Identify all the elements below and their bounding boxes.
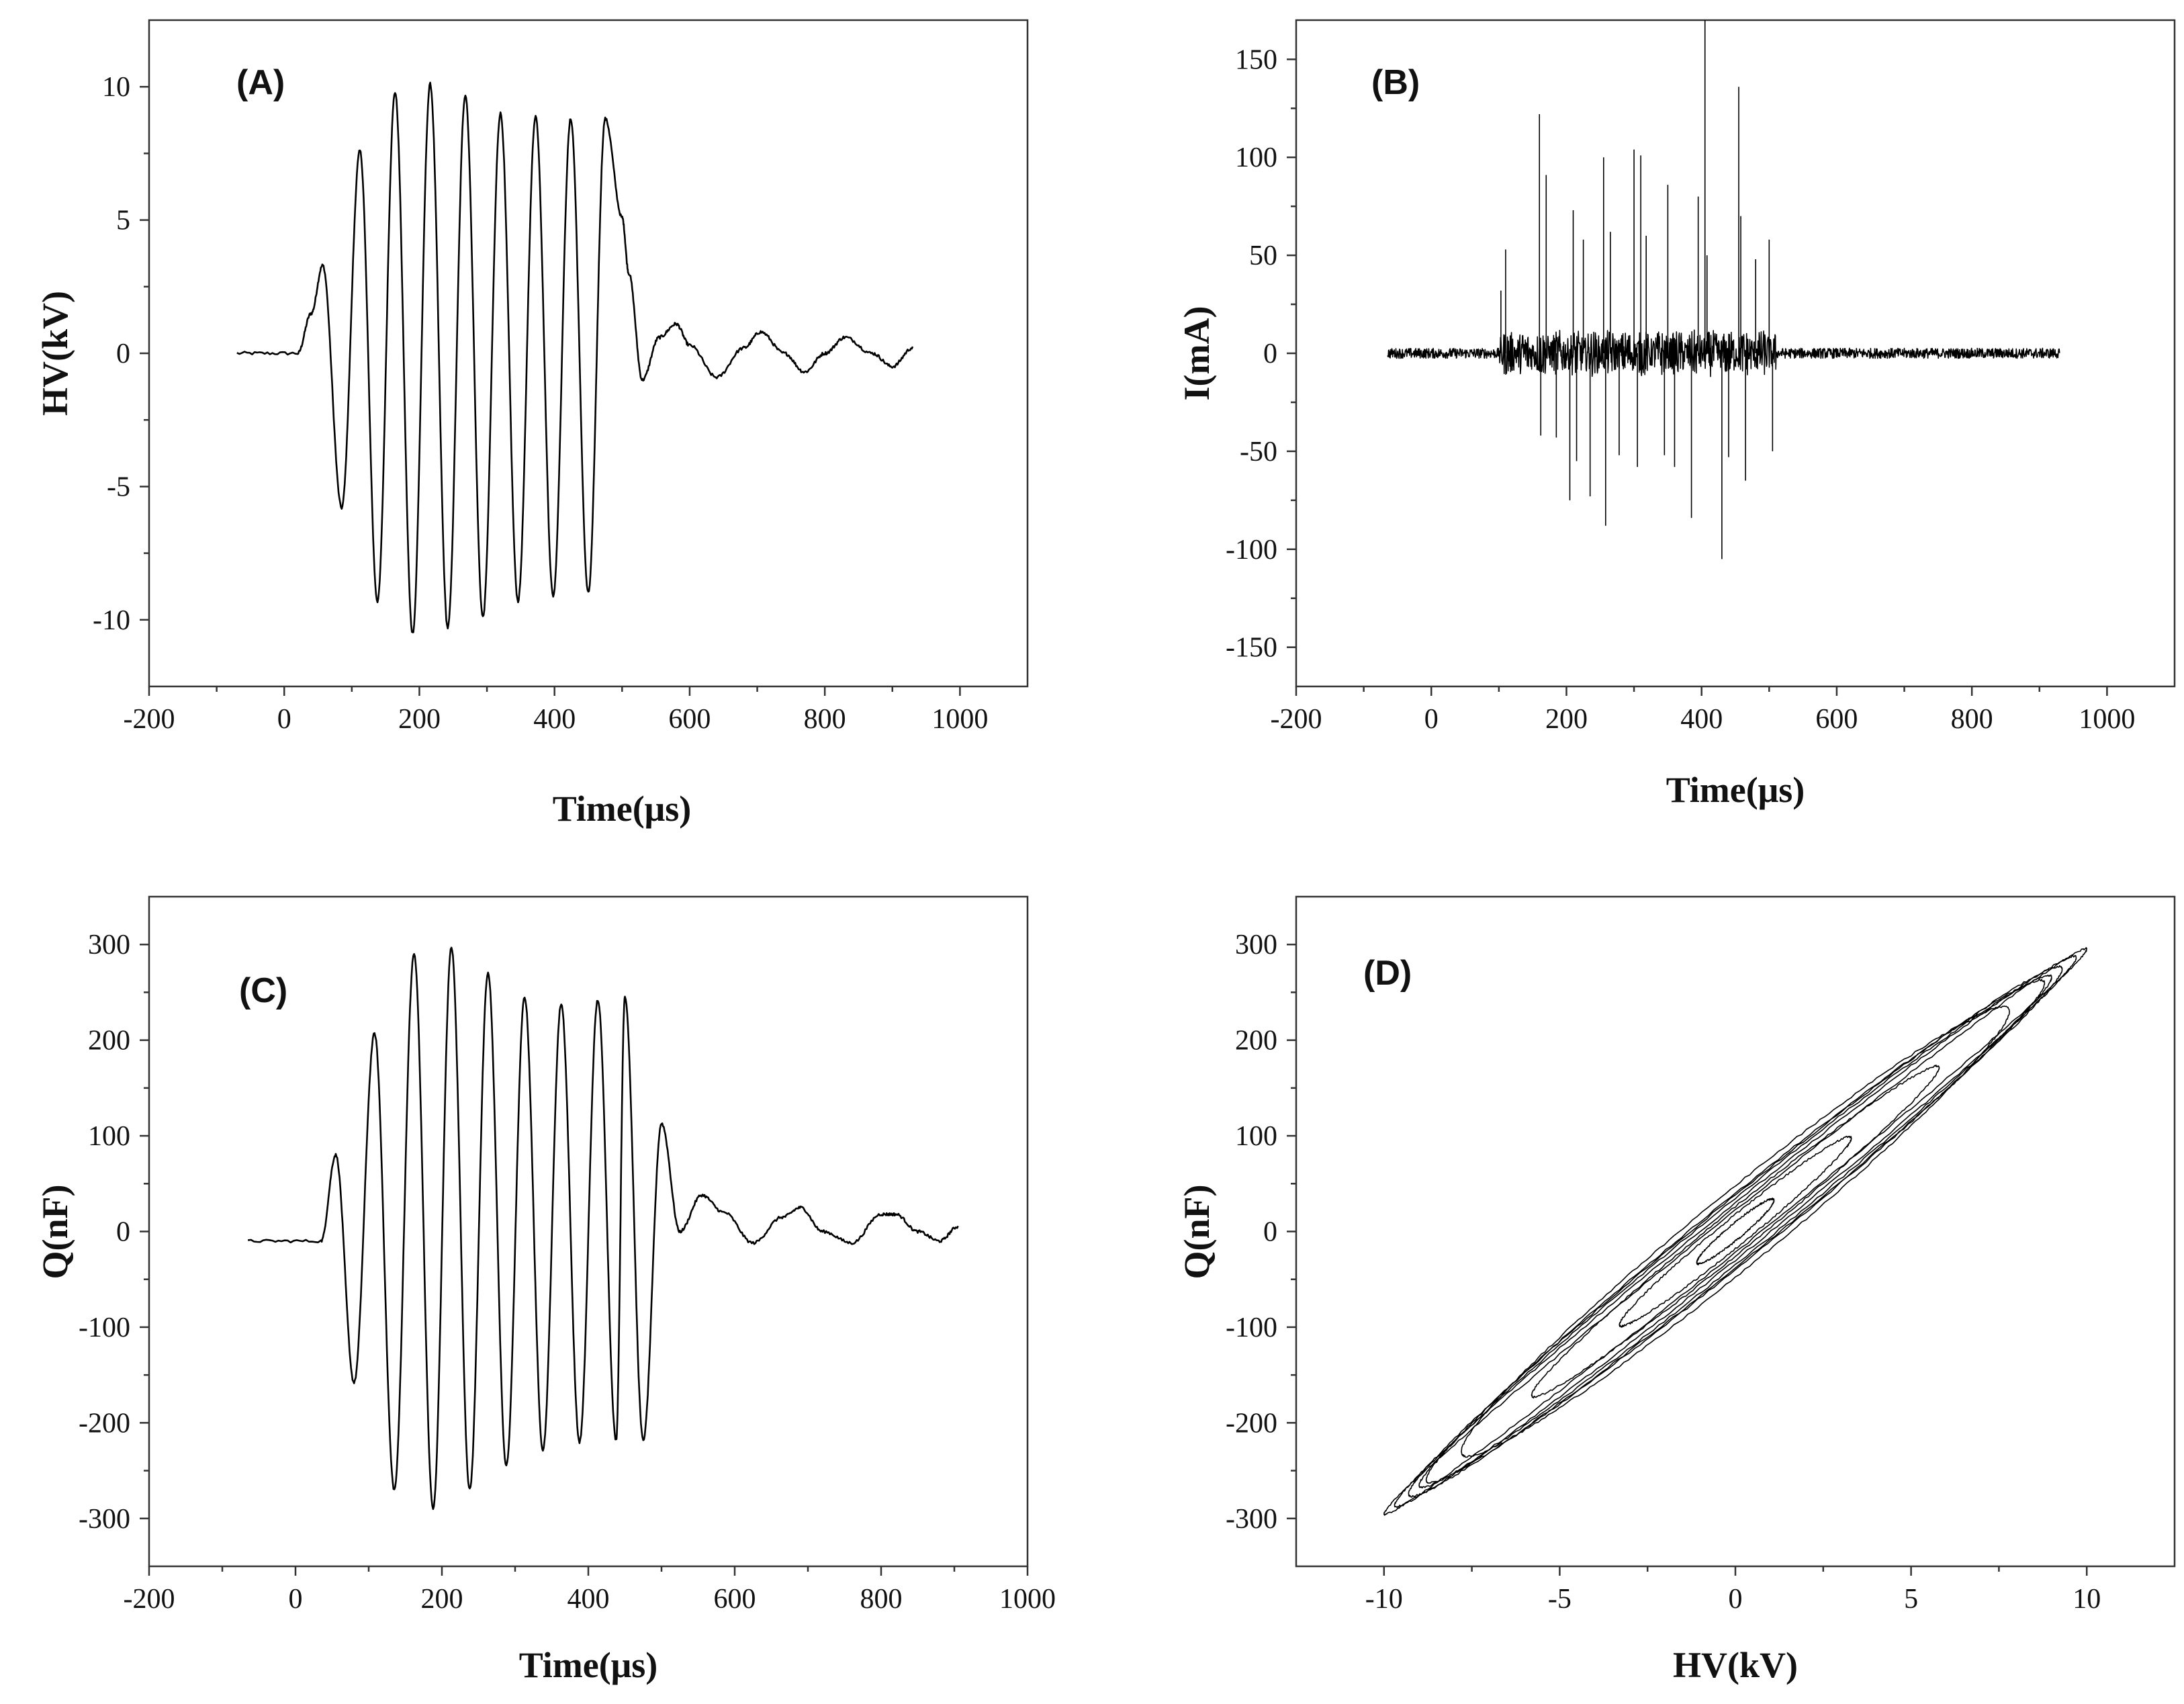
panel-c-label: (C) bbox=[239, 971, 287, 1010]
panel-a-ytick-label: 5 bbox=[116, 206, 130, 236]
panel-c-ytick-label: -100 bbox=[79, 1312, 130, 1343]
panel-d-xtick-label: -5 bbox=[1548, 1584, 1572, 1615]
panel-c-xtick-label: 400 bbox=[567, 1584, 610, 1615]
panel-b-xtick-label: 200 bbox=[1545, 704, 1588, 735]
panel-a-xtick-label: 800 bbox=[804, 704, 846, 735]
panel-a-label: (A) bbox=[236, 63, 285, 102]
panel-d: -10 -5 0 5 10 -300 -200 -100 0 100 200 300 (D) HV(… bbox=[1177, 895, 2176, 1685]
panel-a-xtick-label: 600 bbox=[668, 704, 711, 735]
panel-c-xtick-label: 600 bbox=[714, 1584, 756, 1615]
panel-b-y-ticks: -150 -100 -50 0 50 100 150 bbox=[1226, 44, 1296, 664]
panel-d-ytick-label: 200 bbox=[1235, 1026, 1277, 1057]
panel-b-label: (B) bbox=[1371, 63, 1420, 102]
panel-a-ylabel: HV(kV) bbox=[35, 291, 75, 416]
panel-c-x-ticks: -200 0 200 400 600 800 1000 bbox=[124, 1566, 1056, 1615]
panel-d-xtick-label: 10 bbox=[2073, 1584, 2101, 1615]
panel-c-ytick-label: -200 bbox=[79, 1408, 130, 1439]
panel-b-noise-trace bbox=[1387, 329, 2060, 377]
panel-d-ytick-label: -300 bbox=[1226, 1504, 1277, 1535]
panel-d-ytick-label: -100 bbox=[1226, 1312, 1277, 1343]
panel-c-ytick-label: 100 bbox=[88, 1121, 130, 1152]
panel-d-qv-loop bbox=[1418, 974, 2052, 1489]
panel-d-qv-loop bbox=[1696, 1198, 1775, 1265]
panel-b-ytick-label: 50 bbox=[1249, 240, 1277, 271]
panel-b-xtick-label: 400 bbox=[1680, 704, 1723, 735]
panel-a-xtick-label: 200 bbox=[398, 704, 441, 735]
panel-b-ytick-label: -100 bbox=[1226, 535, 1277, 566]
panel-d-qv-loop bbox=[1394, 954, 2077, 1509]
panel-a-ytick-label: 0 bbox=[116, 339, 130, 369]
panel-b-ytick-label: 150 bbox=[1235, 44, 1277, 75]
panel-b-ytick-label: 100 bbox=[1235, 142, 1277, 173]
panel-c-xtick-label: 200 bbox=[421, 1584, 463, 1615]
panel-a-xtick-label: 1000 bbox=[931, 704, 988, 735]
panel-d-xlabel: HV(kV) bbox=[1673, 1645, 1798, 1685]
panel-d-qv-loop bbox=[1383, 947, 2087, 1516]
panel-d-label: (D) bbox=[1363, 954, 1412, 993]
panel-c-ytick-label: 300 bbox=[88, 930, 130, 960]
panel-c-xtick-label: 0 bbox=[289, 1584, 303, 1615]
panel-b-ytick-label: -150 bbox=[1226, 633, 1277, 664]
panel-d-ytick-label: 100 bbox=[1235, 1121, 1277, 1152]
panel-d-ylabel: Q(nF) bbox=[1177, 1185, 1217, 1280]
panel-b-xtick-label: -200 bbox=[1271, 704, 1322, 735]
panel-a-y-ticks: -10 -5 0 5 10 bbox=[93, 72, 149, 636]
panel-b-ylabel: I(mA) bbox=[1177, 306, 1217, 401]
panel-c-xtick-label: -200 bbox=[124, 1584, 175, 1615]
panel-d-ytick-label: 300 bbox=[1235, 930, 1277, 960]
panel-d-x-ticks: -10 -5 0 5 10 bbox=[1365, 1566, 2101, 1615]
panel-a-x-ticks: -200 0 200 400 600 800 1000 bbox=[124, 686, 988, 735]
panel-a-ytick-label: -10 bbox=[93, 605, 130, 636]
panel-b-x-ticks: -200 0 200 400 600 800 1000 bbox=[1271, 686, 2135, 735]
panel-a-xtick-label: -200 bbox=[124, 704, 175, 735]
panel-b-xtick-label: 0 bbox=[1424, 704, 1439, 735]
panel-c-ylabel: Q(nF) bbox=[35, 1185, 75, 1280]
panel-a: -200 0 200 400 600 800 1000 -10 -5 0 5 10 (A) Time… bbox=[35, 19, 1029, 829]
panel-b-ytick-label: -50 bbox=[1240, 437, 1277, 467]
panel-d-qv-loop bbox=[1425, 979, 2046, 1484]
panel-b-xtick-label: 600 bbox=[1815, 704, 1858, 735]
panel-b-xlabel: Time(μs) bbox=[1666, 770, 1805, 810]
panel-c-y-ticks: -300 -200 -100 0 100 200 300 bbox=[79, 930, 149, 1535]
panel-d-qv-loop bbox=[1408, 965, 2063, 1498]
panel-a-ytick-label: 10 bbox=[102, 72, 130, 103]
panel-a-xlabel: Time(μs) bbox=[553, 789, 692, 829]
panel-a-ytick-label: -5 bbox=[107, 472, 130, 502]
panel-c-xlabel: Time(μs) bbox=[519, 1645, 658, 1685]
panel-c-q-trace bbox=[247, 946, 959, 1511]
panel-b-xtick-label: 1000 bbox=[2079, 704, 2135, 735]
panel-d-y-ticks: -300 -200 -100 0 100 200 300 bbox=[1226, 930, 1296, 1535]
panel-d-loops bbox=[1383, 947, 2087, 1516]
panel-c-xtick-label: 1000 bbox=[999, 1584, 1056, 1615]
panel-d-xtick-label: 5 bbox=[1904, 1584, 1918, 1615]
panel-c-xtick-label: 800 bbox=[860, 1584, 903, 1615]
panel-d-qv-loop bbox=[1461, 1005, 2010, 1458]
panel-c-ytick-label: -300 bbox=[79, 1504, 130, 1535]
panel-d-qv-loop bbox=[1531, 1065, 1940, 1399]
panel-b: -200 0 200 400 600 800 1000 -150 -100 -50 0 50 100 1… bbox=[1177, 19, 2176, 810]
panel-a-xtick-label: 400 bbox=[533, 704, 576, 735]
panel-d-xtick-label: 0 bbox=[1729, 1584, 1743, 1615]
panel-d-xtick-label: -10 bbox=[1365, 1584, 1403, 1615]
panel-c: -200 0 200 400 600 800 1000 -300 -200 -100 0 100 20… bbox=[35, 895, 1056, 1685]
panel-d-ytick-label: 0 bbox=[1263, 1217, 1277, 1248]
panel-b-xtick-label: 800 bbox=[1951, 704, 1993, 735]
panel-b-ytick-label: 0 bbox=[1263, 339, 1277, 369]
panel-d-qv-loop bbox=[1619, 1136, 1852, 1328]
panel-b-spikes bbox=[1500, 20, 1774, 559]
panel-c-ytick-label: 0 bbox=[116, 1217, 130, 1248]
panel-d-ytick-label: -200 bbox=[1226, 1408, 1277, 1439]
panel-a-xtick-label: 0 bbox=[277, 704, 291, 735]
panel-a-hv-trace bbox=[236, 81, 914, 633]
panel-c-ytick-label: 200 bbox=[88, 1026, 130, 1057]
